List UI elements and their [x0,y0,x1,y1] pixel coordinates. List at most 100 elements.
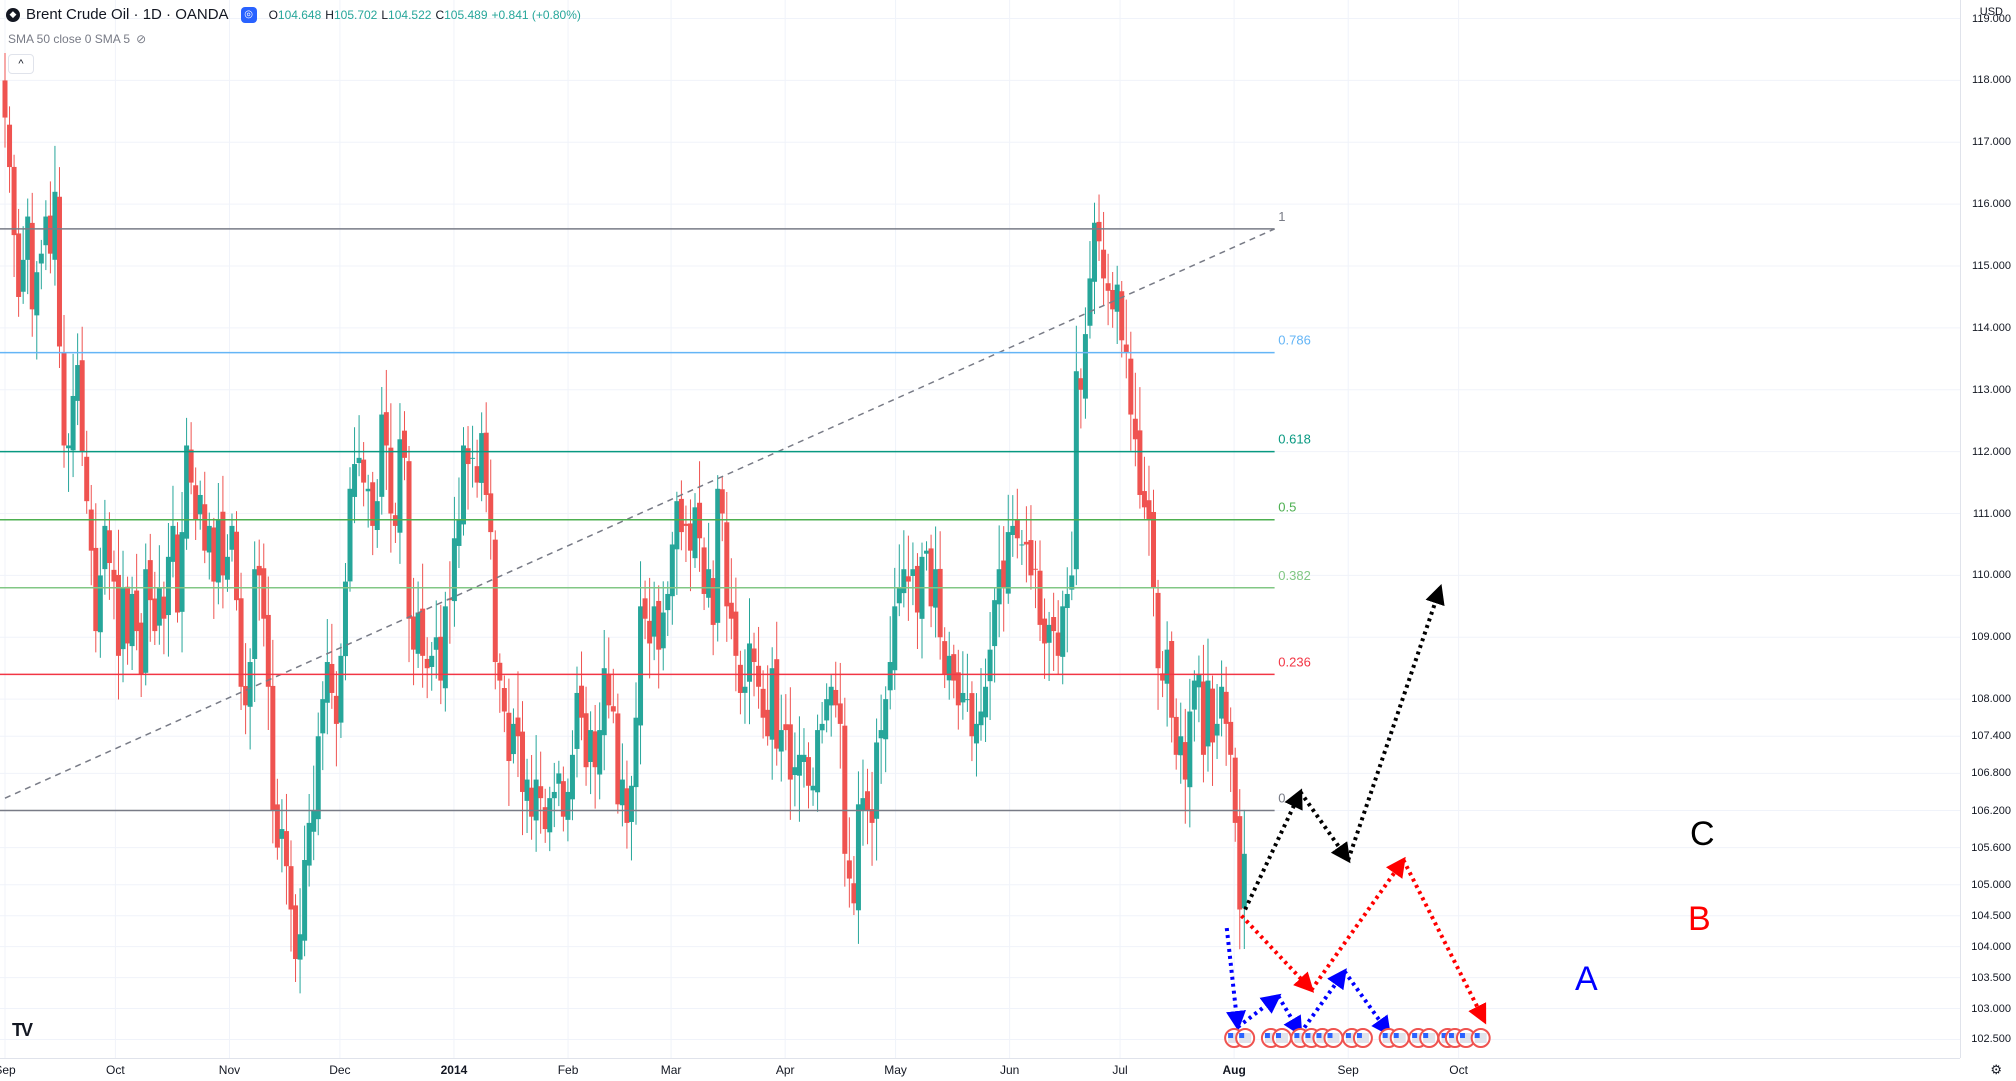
flag-canton [1356,1033,1362,1038]
candle-body [579,685,585,718]
candle-body [874,742,880,819]
candle-body [415,612,421,654]
candle-body [379,414,385,497]
price-tick-label: 110.000 [1972,569,2011,582]
time-tick-label: Sep [0,1063,16,1077]
price-tick-label: 112.000 [1972,445,2011,458]
time-tick-label: Mar [660,1063,682,1077]
scenario-arrow-a [1276,995,1303,1037]
candle-body [442,606,448,689]
candle-body [774,659,780,749]
flag-icon [1316,1033,1329,1043]
candle-body [433,637,439,650]
indicator-legend[interactable]: SMA 50 close 0 SMA 5 ⊘ [8,32,146,46]
flag-icon [1345,1033,1358,1043]
candle-body [329,663,335,693]
candle-body [265,614,271,687]
candle-body [710,578,716,625]
symbol-title[interactable]: Brent Crude Oil · 1D · OANDA [26,6,229,23]
chart-area[interactable]: 1 0.786 0.618 0.5 0.382 0.236 0 A B C [0,0,1960,1058]
time-tick-label: Sep [1337,1063,1359,1077]
candle-body [746,643,752,682]
candle-body [411,616,417,650]
price-tick-label: 104.000 [1971,940,2011,953]
candle-body [274,804,280,848]
candle-body [942,641,948,675]
fib-level-label: 0 [1278,791,1285,806]
candle-body [1237,816,1243,910]
candle-body [946,655,952,681]
candle-body [152,598,158,632]
live-indicator-icon[interactable]: ◎ [240,6,257,23]
candle-body [796,754,802,776]
candle-body [815,730,821,793]
settings-gear-icon[interactable]: ⚙ [1990,1062,2002,1077]
candle-body [569,754,575,800]
fib-level-label: 0.382 [1278,568,1311,583]
candle-body [238,598,244,687]
candle-body [97,575,103,633]
candle-body [1014,519,1020,539]
candle-body [465,448,471,465]
price-tick-label: 104.500 [1971,909,2011,922]
candle-body [1110,289,1116,310]
flag-canton [1382,1033,1388,1038]
candle-body [656,600,662,650]
trendline-dashed [4,228,1275,799]
candle-body [787,724,793,780]
ohlc-value: 105.489 [444,7,488,22]
candle-body [401,430,407,458]
candle-body [456,519,462,546]
flag-canton [1275,1033,1281,1038]
time-axis[interactable]: Sep Oct Nov Dec 2014 Feb Mar Apr May Jun Jul Aug Sep… [0,1058,1960,1081]
candle-body [678,498,684,533]
currency-label[interactable]: USD [1979,6,2003,18]
time-tick-label: May [884,1063,907,1077]
candle-body [470,457,476,459]
price-axis[interactable]: USD 119.000 118.000 117.000 116.000 115.000 1… [1960,0,2016,1058]
candle-body [106,530,112,564]
candle-body [1082,334,1088,399]
candle-body [1182,742,1188,780]
candle-body [1123,344,1129,353]
candle-body [333,695,339,724]
candle-body [1146,500,1152,520]
scenario-label-b: B [1688,900,1711,938]
candle-body [560,781,566,817]
candle-body [361,459,367,483]
hide-indicator-icon[interactable]: ⊘ [136,32,147,46]
candle-body [342,581,348,657]
ohlc-value: 104.522 [388,7,432,22]
indicator-label[interactable]: SMA 50 close 0 SMA 5 [8,32,131,46]
candle-body [638,606,644,726]
candle-body [1169,641,1175,718]
fib-level-label: 0.786 [1278,333,1311,348]
candle-body [1078,378,1084,390]
flag-canton [1345,1033,1351,1038]
candle-body [574,692,580,749]
candle-body [810,785,816,791]
candle-body [20,259,26,292]
candle-body [1060,606,1066,657]
candle-body [247,662,253,707]
collapse-legend-button[interactable]: ^ [8,54,34,74]
candle-body [855,804,861,911]
candle-body [497,662,503,681]
candle-body [252,569,258,660]
price-chart[interactable]: 1 0.786 0.618 0.5 0.382 0.236 0 A B C [0,0,1960,1058]
tradingview-logo-icon[interactable]: TV [12,1020,33,1040]
candle-body [501,688,507,712]
scenario-arrow-b [1240,914,1315,993]
price-tick-label: 115.000 [1972,260,2011,273]
symbol-legend: ◆ Brent Crude Oil · 1D · OANDA ◎ O104.64… [6,6,585,23]
candle-body [969,693,975,737]
candle-body [370,482,376,526]
ohlc-label: L [381,7,389,22]
candle-body [202,504,208,551]
candle-body [147,560,153,601]
candle-body [479,433,485,483]
candle-body [510,723,516,755]
candle-body [1196,674,1202,688]
candle-body [1051,617,1057,632]
candle-body [542,807,548,830]
